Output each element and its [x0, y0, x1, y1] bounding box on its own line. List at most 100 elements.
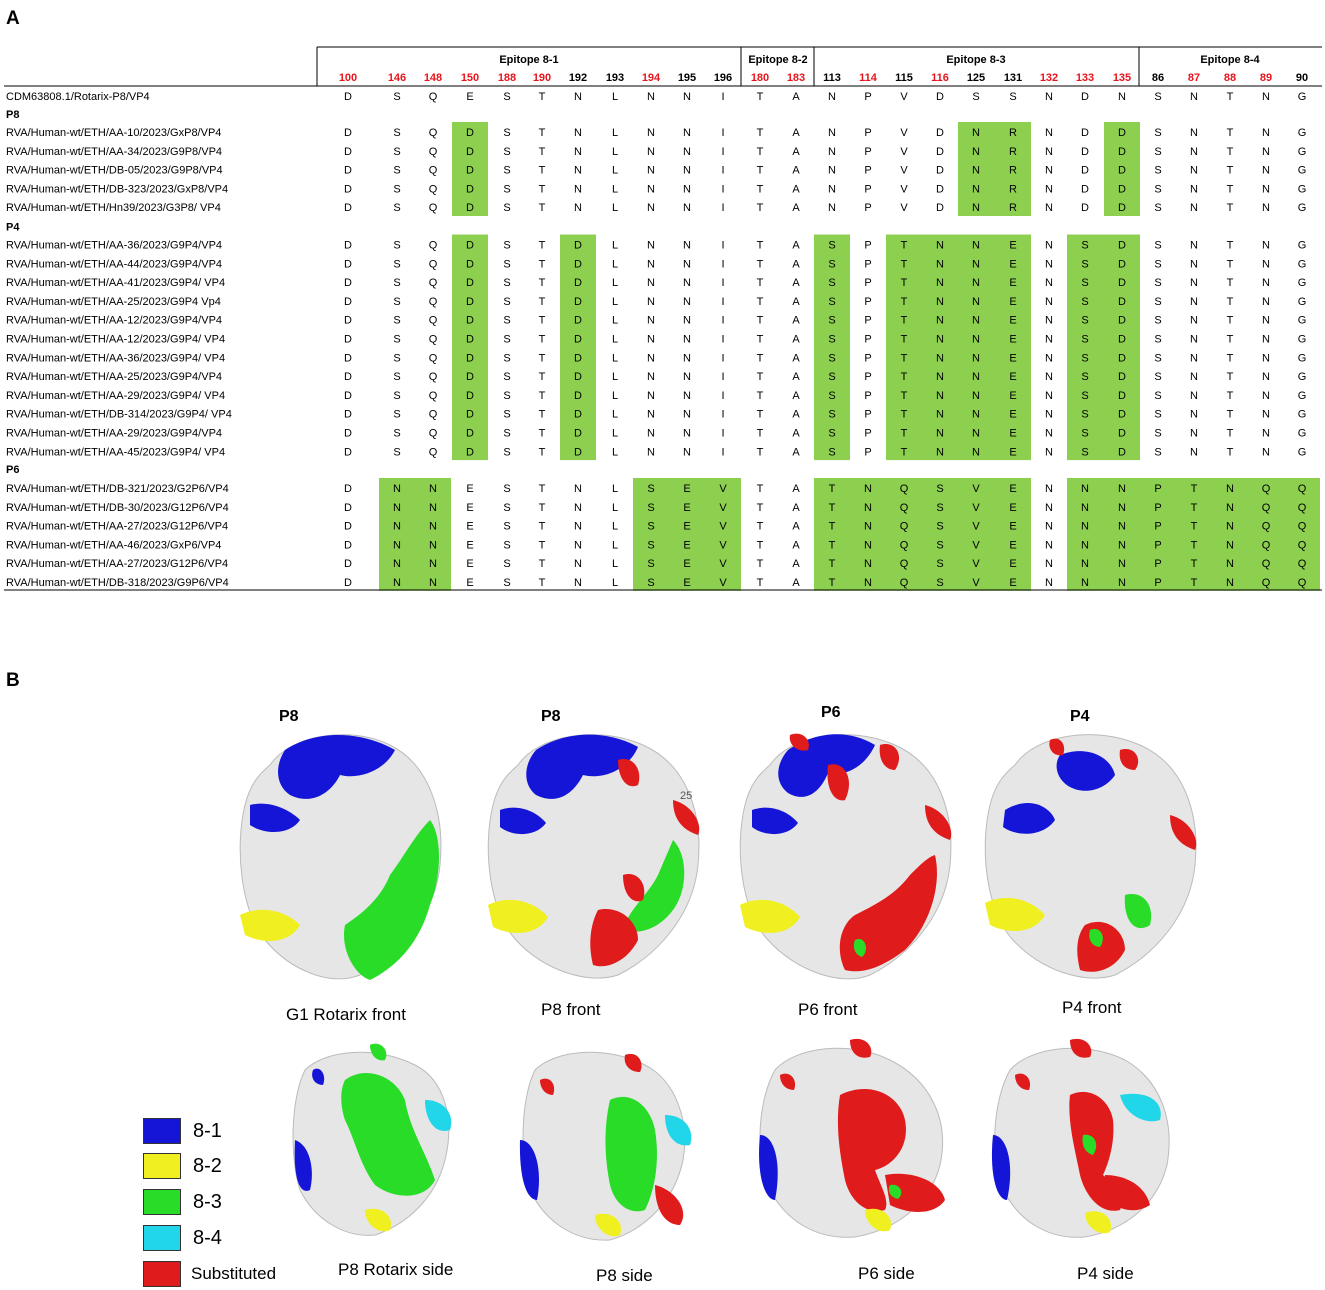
highlight-block	[886, 234, 1031, 461]
residue: S	[828, 240, 835, 252]
residue: D	[574, 240, 582, 252]
residue: L	[612, 127, 618, 139]
residue: D	[1118, 127, 1126, 139]
residue: P	[864, 428, 871, 440]
epitope-title: Epitope 8-4	[1200, 54, 1260, 66]
residue: Q	[900, 502, 909, 514]
residue: N	[1045, 91, 1053, 103]
residue: S	[936, 521, 943, 533]
residue: R	[1009, 183, 1017, 195]
residue: Q	[429, 352, 438, 364]
residue: Q	[429, 409, 438, 421]
epitope-title: Epitope 8-3	[946, 54, 1005, 66]
residue: N	[1190, 296, 1198, 308]
position-number: 113	[823, 72, 841, 84]
residue: N	[936, 446, 944, 458]
residue: D	[1118, 296, 1126, 308]
residue: N	[574, 521, 582, 533]
residue: L	[612, 483, 618, 495]
position-number: 148	[424, 72, 442, 84]
residue: L	[612, 409, 618, 421]
residue: I	[721, 146, 724, 158]
residue: N	[1045, 183, 1053, 195]
residue: N	[1262, 183, 1270, 195]
residue: N	[828, 165, 836, 177]
residue: S	[1154, 371, 1161, 383]
residue: T	[829, 558, 836, 570]
residue: T	[757, 334, 764, 346]
residue: S	[936, 539, 943, 551]
residue: A	[792, 127, 800, 139]
residue: Q	[429, 240, 438, 252]
residue: N	[1118, 558, 1126, 570]
residue: T	[539, 502, 546, 514]
sequence-name: RVA/Human-wt/ETH/DB-323/2023/GxP8/VP4	[6, 183, 228, 195]
residue: N	[1262, 334, 1270, 346]
residue: N	[972, 165, 980, 177]
residue: N	[1045, 352, 1053, 364]
residue: T	[1227, 390, 1234, 402]
sequence-name: RVA/Human-wt/ETH/AA-25/2023/G9P4 Vp4	[6, 296, 221, 308]
structure-front-2	[487, 734, 700, 979]
residue: D	[574, 390, 582, 402]
residue: T	[1227, 296, 1234, 308]
epitope-title: Epitope 8-1	[499, 54, 558, 66]
residue: N	[1226, 558, 1234, 570]
position-number: 88	[1224, 72, 1236, 84]
residue: S	[393, 146, 400, 158]
group-label: P6	[6, 464, 19, 476]
residue: Q	[429, 371, 438, 383]
residue: N	[1081, 502, 1089, 514]
residue: T	[1191, 502, 1198, 514]
residue: N	[429, 577, 437, 589]
residue: T	[539, 202, 546, 214]
residue: A	[792, 577, 800, 589]
residue: N	[574, 539, 582, 551]
residue: N	[574, 558, 582, 570]
residue: N	[1081, 558, 1089, 570]
residue: L	[612, 165, 618, 177]
residue: D	[466, 146, 474, 158]
residue: A	[792, 352, 800, 364]
residue: I	[721, 296, 724, 308]
structure-title-3: P6	[821, 704, 841, 721]
residue: T	[539, 146, 546, 158]
residue: D	[344, 371, 352, 383]
residue: N	[647, 334, 655, 346]
residue: D	[466, 446, 474, 458]
residue: S	[503, 409, 510, 421]
highlight-block	[560, 234, 596, 461]
front-caption-4: P4 front	[1062, 998, 1122, 1017]
sequence-name: RVA/Human-wt/ETH/AA-36/2023/G9P4/VP4	[6, 240, 222, 252]
residue: T	[1191, 577, 1198, 589]
residue: N	[1190, 371, 1198, 383]
residue: T	[539, 371, 546, 383]
residue: V	[972, 539, 980, 551]
residue: G	[1298, 146, 1307, 158]
position-number: 150	[461, 72, 479, 84]
residue: S	[503, 127, 510, 139]
legend-item-8-2: 8-2	[143, 1152, 222, 1180]
residue: D	[344, 296, 352, 308]
residue: A	[792, 483, 800, 495]
residue: N	[972, 202, 980, 214]
residue: S	[1154, 127, 1161, 139]
residue: I	[721, 240, 724, 252]
residue: E	[466, 539, 473, 551]
residue: N	[972, 446, 980, 458]
structure-side-3	[759, 1038, 945, 1238]
position-number: 190	[533, 72, 551, 84]
residue: S	[503, 521, 510, 533]
residue: D	[1081, 183, 1089, 195]
structure-front-4	[984, 734, 1197, 979]
residue: T	[901, 296, 908, 308]
residue: E	[1009, 240, 1016, 252]
group-label: P8	[6, 109, 19, 121]
residue: N	[1262, 371, 1270, 383]
residue: T	[539, 296, 546, 308]
residue: N	[1262, 258, 1270, 270]
residue: T	[539, 558, 546, 570]
residue: D	[574, 428, 582, 440]
residue: N	[936, 315, 944, 327]
residue: Q	[1298, 558, 1307, 570]
